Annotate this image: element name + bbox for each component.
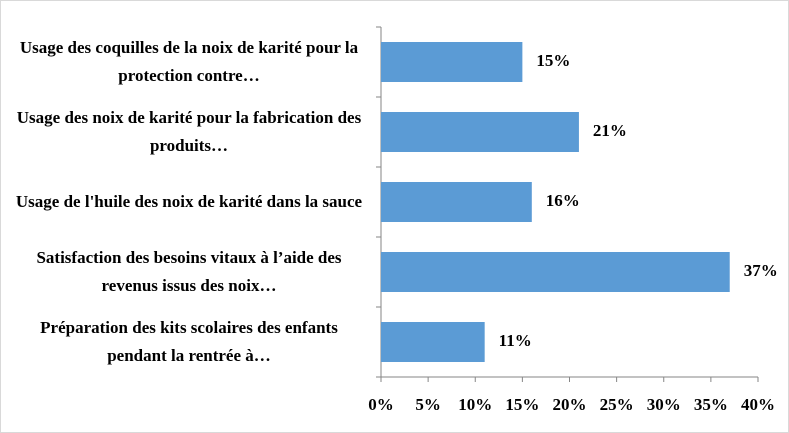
x-tick-label: 5% <box>415 395 441 414</box>
value-label: 16% <box>546 191 580 210</box>
bar <box>381 322 485 362</box>
x-tick-label: 0% <box>368 395 394 414</box>
x-tick-label: 40% <box>741 395 775 414</box>
bar <box>381 252 730 292</box>
category-label: Usage des noix de karité pour la fabrica… <box>16 108 362 155</box>
value-label: 21% <box>593 121 627 140</box>
x-tick-label: 25% <box>600 395 634 414</box>
value-label: 37% <box>744 261 778 280</box>
category-label: Usage de l'huile des noix de karité dans… <box>15 192 363 211</box>
bar <box>381 112 579 152</box>
category-label: Satisfaction des besoins vitaux à l’aide… <box>36 248 342 295</box>
x-tick-label: 35% <box>694 395 728 414</box>
x-tick-label: 30% <box>647 395 681 414</box>
value-label: 15% <box>536 51 570 70</box>
x-tick-label: 10% <box>458 395 492 414</box>
x-tick-label: 20% <box>553 395 587 414</box>
bar <box>381 182 532 222</box>
x-tick-label: 15% <box>505 395 539 414</box>
bar <box>381 42 523 82</box>
category-label: Préparation des kits scolaires des enfan… <box>40 318 338 365</box>
category-label: Usage des coquilles de la noix de karité… <box>19 38 359 85</box>
value-label: 11% <box>499 331 532 350</box>
